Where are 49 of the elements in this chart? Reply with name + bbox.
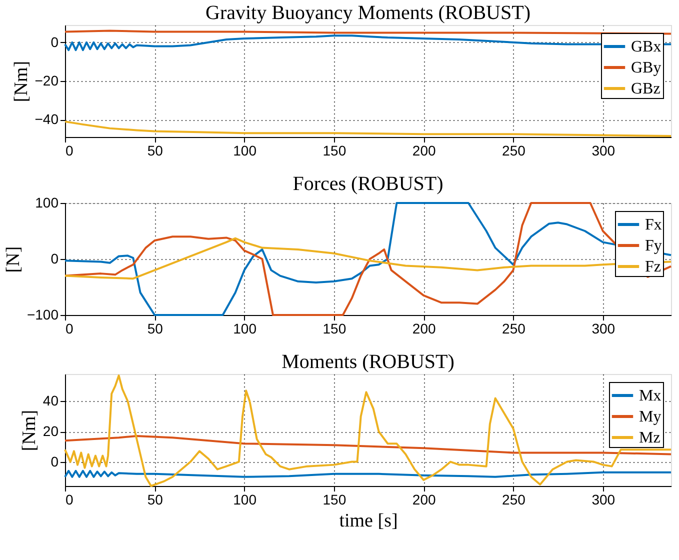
y-tick-label: 0 [50,34,59,50]
x-tick-label: 300 [592,142,616,158]
legend-label: GBz [631,80,660,98]
x-tick-label: 150 [322,142,346,158]
legend-label: Fy [645,238,662,254]
x-tick-label: 0 [66,142,74,158]
y-tick-label: −40 [34,111,59,128]
y-tick-label: 100 [35,194,59,210]
y-axis-title: [N] [2,246,24,273]
x-axis-title: time [s] [339,510,398,532]
x-tick-label: 100 [233,320,257,336]
x-tick-label: 250 [502,142,526,158]
x-tick-label: 200 [412,142,436,158]
x-tick-label: 50 [147,142,164,158]
y-tick-label: 40 [42,392,59,409]
x-tick-label: 200 [412,492,436,508]
line-series [64,34,672,52]
x-tick-label: 0 [66,492,74,508]
y-tick-label: 0 [50,453,59,470]
x-tick-label: 300 [592,320,616,336]
line-series [64,470,672,478]
y-axis-title: [Nm] [10,60,32,102]
y-tick-label: −100 [26,306,59,322]
y-tick-label: 20 [42,423,59,440]
x-tick-label: 50 [147,492,164,508]
legend-label: Mz [639,430,660,446]
legend-label: Mx [639,388,662,404]
x-tick-label: 150 [322,492,346,508]
x-tick-label: 250 [502,492,526,508]
x-tick-label: 150 [322,320,346,336]
line-series [64,237,672,280]
x-tick-label: 50 [147,320,164,336]
chart-title: Moments (ROBUST) [282,351,454,373]
legend-label: Fz [645,258,661,276]
y-tick-label: 0 [50,250,59,266]
x-tick-label: 250 [502,320,526,336]
y-axis-title: [Nm] [18,410,40,452]
x-tick-label: 100 [233,142,257,158]
chart-title: Gravity Buoyancy Moments (ROBUST) [206,2,530,24]
chart-title: Forces (ROBUST) [292,173,444,195]
x-tick-label: 300 [592,492,616,508]
y-tick-label: −20 [34,72,59,88]
legend-label: GBy [631,60,662,76]
x-tick-label: 100 [233,492,257,508]
legend-label: Fx [645,216,662,234]
x-tick-label: 0 [66,320,74,336]
legend-label: My [639,408,662,426]
x-tick-label: 200 [412,320,436,336]
legend-label: GBx [631,38,662,56]
